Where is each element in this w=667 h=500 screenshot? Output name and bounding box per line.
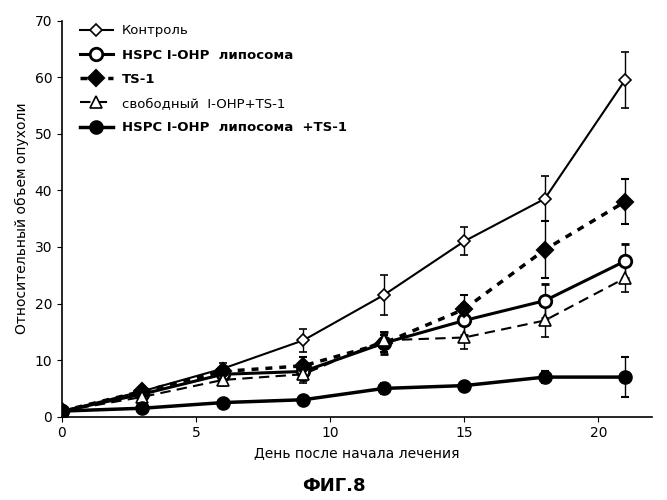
X-axis label: День после начала лечения: День после начала лечения (254, 446, 460, 460)
Legend: Контроль, HSPC I-OHP  липосома, TS-1, свободный  I-OHP+TS-1, HSPC I-OHP  липосом: Контроль, HSPC I-OHP липосома, TS-1, сво… (79, 24, 347, 134)
Y-axis label: Относительный объем опухоли: Относительный объем опухоли (15, 103, 29, 334)
Text: ФИГ.8: ФИГ.8 (301, 477, 366, 495)
